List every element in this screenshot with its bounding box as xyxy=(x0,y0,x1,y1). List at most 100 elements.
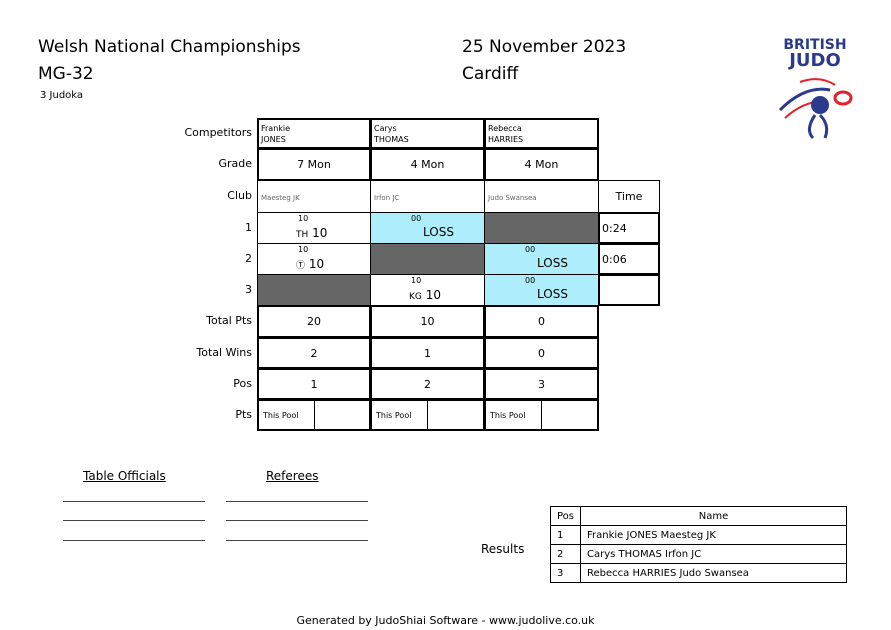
cell-text: Carys xyxy=(374,124,397,133)
cell-text: 00 xyxy=(525,245,536,254)
cell-text: Time xyxy=(615,190,643,203)
cell-text: 10 xyxy=(411,276,422,285)
cell-text: 10 xyxy=(298,214,309,223)
cell-text: 1 xyxy=(310,377,318,391)
match-cell xyxy=(370,243,485,275)
cell-text: 2 xyxy=(424,377,431,391)
match-cell xyxy=(257,274,371,306)
cell-text: 4 Mon xyxy=(524,158,559,171)
cell-text: HARRIES xyxy=(488,135,524,144)
pts-cell: This Pool xyxy=(484,399,599,431)
referees-label: Referees xyxy=(266,469,319,483)
cell-text xyxy=(600,276,658,292)
british-judo-logo: BRITISH JUDO xyxy=(775,38,855,144)
cell-text: This Pool xyxy=(259,401,315,429)
match-cell xyxy=(484,212,599,244)
grade-cell: 4 Mon xyxy=(484,148,599,181)
cell-text: LOSS xyxy=(423,225,454,239)
competitor-name: Frankie JONES xyxy=(257,118,371,149)
club-cell: Judo Swansea xyxy=(484,180,599,213)
cell-text: LOSS xyxy=(537,287,568,301)
signature-line xyxy=(63,501,205,502)
label-row-2: 2 xyxy=(245,252,252,265)
cell-text: LOSS xyxy=(537,256,568,270)
total-pts-cell: 0 xyxy=(484,305,599,338)
cell-text: 10 xyxy=(420,315,435,328)
judoka-count: 3 Judoka xyxy=(40,90,84,101)
club-cell: Irfon JC xyxy=(370,180,485,213)
competitor-name: Rebecca HARRIES xyxy=(484,118,599,149)
cell-text: TH xyxy=(296,230,309,240)
match-cell: 00 LOSS xyxy=(484,274,599,306)
cell-text: 0:24 xyxy=(602,222,627,235)
pos-cell: 2 xyxy=(370,368,485,400)
cell-text: 0 xyxy=(538,346,545,360)
pts-cell: This Pool xyxy=(257,399,371,431)
col-pos: Pos xyxy=(549,506,582,526)
cell-text: Judo Swansea xyxy=(488,194,537,202)
total-pts-cell: 10 xyxy=(370,305,485,338)
cell-text: 10 xyxy=(308,257,325,271)
table-row: 1 Frankie JONES Maesteg JK xyxy=(549,525,848,545)
time-header: Time xyxy=(598,180,660,213)
cell-text: 0:06 xyxy=(602,253,627,266)
cell-text: 00 xyxy=(525,276,536,285)
cell-text: This Pool xyxy=(372,401,428,429)
total-wins-cell: 2 xyxy=(257,337,371,369)
match-cell: 00 LOSS xyxy=(484,243,599,275)
cell-text: JONES xyxy=(261,135,286,144)
pos-cell: 1 xyxy=(257,368,371,400)
cell-text: 00 xyxy=(411,214,422,223)
total-wins-cell: 0 xyxy=(484,337,599,369)
label-pos: Pos xyxy=(233,376,252,390)
date: 25 November 2023 xyxy=(462,37,627,57)
label-club: Club xyxy=(227,189,252,202)
signature-line xyxy=(226,520,368,521)
cell-text: 10 xyxy=(312,226,328,240)
cell-text: Rebecca xyxy=(488,124,522,133)
label-pts: Pts xyxy=(235,407,252,421)
total-pts-cell: 20 xyxy=(257,305,371,338)
signature-line xyxy=(63,540,205,541)
label-total-pts: Total Pts xyxy=(206,314,252,327)
location: Cardiff xyxy=(462,64,519,84)
signature-line xyxy=(226,540,368,541)
match-cell: 10 Ⓣ 10 xyxy=(257,243,371,275)
cell-text: 7 Mon xyxy=(297,158,331,171)
cell-text: 10 xyxy=(298,245,309,254)
match-cell: 10 KG 10 xyxy=(370,274,485,306)
match-cell: 00 LOSS xyxy=(370,212,485,244)
label-row-3: 3 xyxy=(245,283,252,296)
time-cell xyxy=(598,274,660,306)
grade-cell: 4 Mon xyxy=(370,148,485,181)
pos-cell: 3 xyxy=(484,368,599,400)
footer: Generated by JudoShiai Software - www.ju… xyxy=(296,614,595,627)
col-name: Name xyxy=(580,506,848,526)
label-row-1: 1 xyxy=(245,221,252,234)
cell-text: Maesteg JK xyxy=(261,194,300,202)
category: MG-32 xyxy=(38,64,94,84)
pts-cell: This Pool xyxy=(370,399,485,431)
table-row: 3 Rebecca HARRIES Judo Swansea xyxy=(549,563,848,583)
time-cell: 0:06 xyxy=(598,243,660,275)
cell-text: 3 xyxy=(538,377,545,391)
competitor-name: Carys THOMAS xyxy=(370,118,485,149)
table-row: 2 Carys THOMAS Irfon JC xyxy=(549,544,848,564)
cell-text: This Pool xyxy=(486,401,542,429)
total-wins-cell: 1 xyxy=(370,337,485,369)
cell-text: KG xyxy=(409,292,422,302)
table-officials-label: Table Officials xyxy=(83,469,166,483)
results-table: Pos Name 1 Frankie JONES Maesteg JK 2 Carys… xyxy=(549,506,848,583)
cell-text: 2 xyxy=(310,346,318,360)
results-label: Results xyxy=(481,542,525,556)
cell-text: Irfon JC xyxy=(374,194,400,202)
cell-text: 20 xyxy=(307,315,321,328)
signature-line xyxy=(63,520,205,521)
label-grade: Grade xyxy=(218,157,252,170)
time-cell: 0:24 xyxy=(598,212,660,244)
cell-text: Frankie xyxy=(261,124,291,133)
cell-text: 1 xyxy=(424,346,431,360)
club-cell: Maesteg JK xyxy=(257,180,371,213)
tournament-title: Welsh National Championships xyxy=(38,37,301,57)
label-competitors: Competitors xyxy=(184,126,252,139)
